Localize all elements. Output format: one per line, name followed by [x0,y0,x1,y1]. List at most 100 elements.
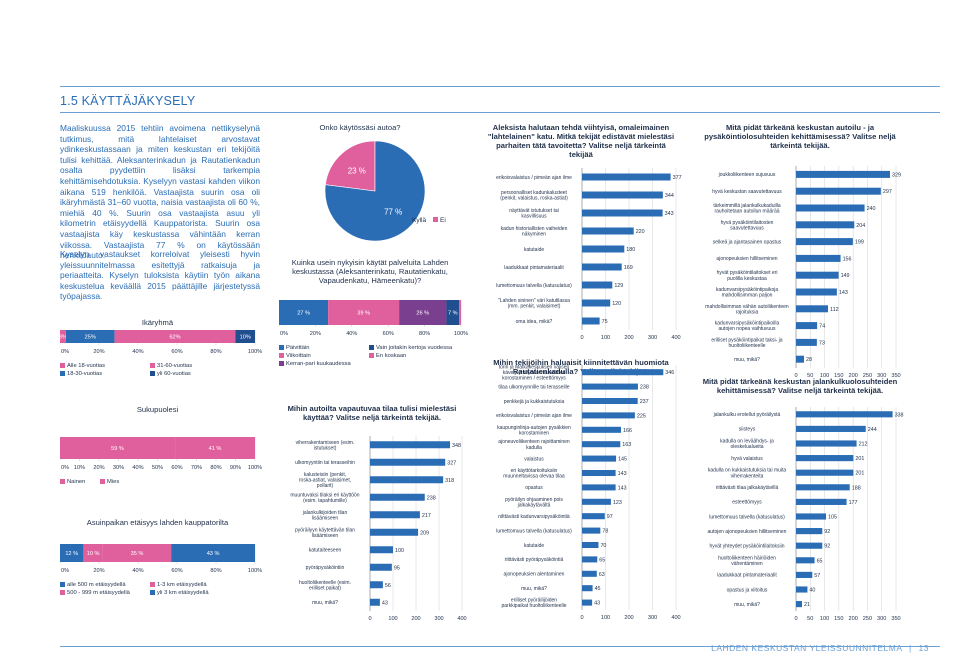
walk_factors-value-label: 201 [855,456,864,462]
atmosphere-tick-label: 300 [648,335,657,341]
cyclist-bar-15 [582,585,593,592]
distance-legend-item: alle 500 m etäisyydellä [60,582,126,588]
legend-swatch [100,479,105,484]
legend-label: 1-3 km etäisyydellä [157,582,207,589]
legend-label: yli 60-vuotias [157,371,191,378]
gender-tick-label: 70% [191,465,202,471]
free_time-category-label: kalusteisiin (penkit, roska-astiat, valai… [299,472,351,489]
car_factors-category-label: kadunvarsipysäköintipaikoilla autojen nop… [715,321,780,333]
walk_factors-category-label: hyvä valaistus [731,456,763,462]
walk_factors-value-label: 188 [852,485,861,491]
walk_factors-value-label: 244 [868,427,877,433]
gender-tick-label: 20% [93,465,104,471]
free_time-tick-label: 300 [434,616,443,622]
age-legend-item: yli 60-vuotias [150,371,191,377]
cyclist-tick-label: 400 [671,615,680,621]
legend-swatch [60,582,65,587]
walk_factors-bar-2 [796,440,857,447]
frequency-segment-4 [459,300,461,325]
atmosphere-value-label: 377 [673,175,682,181]
atmosphere-value-label: 169 [624,265,633,271]
free_time-tick-label: 400 [457,616,466,622]
frequency-segment-label: 26 % [416,311,429,317]
cyclist-category-label: tilaa ulkomyynnille tai terasseille [498,384,569,390]
free_time-category-label: jalankulkijoiden tilan lisäämiseen [302,510,348,522]
walk_factors-value-label: 92 [824,529,830,535]
walk_factors-bar-12 [796,586,808,593]
free_time-bar-2 [370,476,444,484]
gender-tick-label: 30% [113,465,124,471]
cyclist-tick-label: 300 [648,615,657,621]
atmosphere-value-label: 75 [602,319,608,325]
frequency-tick-label: 80% [419,331,430,337]
top-rule [60,86,940,87]
walk_factors-value-label: 201 [855,471,864,477]
atmosphere-tick-label: 200 [624,335,633,341]
car_factors-chart-title: Mitä pidät tärkeänä keskustan autoilu - … [704,123,896,150]
walk_factors-value-label: 65 [817,558,823,564]
pie-slice-1 [325,140,376,192]
cyclist-category-label: riittävästi pyöräpysäköintiä [505,557,564,563]
legend-swatch [60,479,65,484]
cyclist-value-label: 143 [618,471,627,477]
car_factors-bar-10 [796,338,817,346]
legend-label: Kerran-pari kuukaudessa [286,361,351,368]
walk_factors-tick-label: 150 [834,616,843,622]
free_time-bar-3 [370,493,425,501]
cyclist-value-label: 225 [637,413,646,419]
age-tick-label: 80% [210,349,221,355]
cyclist-value-label: 123 [613,500,622,506]
car_factors-bar-chart: 0 50 100 150 200 250 300 350 329 joukkoliikenteen… [705,166,901,379]
cyclist-bar-10 [582,513,605,520]
walk_factors-bar-0 [796,411,893,418]
cyclist-category-label: valaistus [524,456,544,462]
atmosphere-bar-chart: 0 100 200 300 400 377 erikoisvalaistus / pimeä… [496,168,682,341]
car_factors-tick-label: 150 [834,373,843,379]
cyclist-bar-9 [582,498,611,505]
cyclist-bar-11 [582,527,601,534]
age-segment-label: 3% [60,335,67,341]
age-tick-label: 20% [93,349,104,355]
cyclist-value-label: 65 [599,557,605,563]
frequency-legend-item: Kerran-pari kuukaudessa [279,361,351,367]
car_factors-value-label: 240 [867,206,876,212]
atmosphere-category-label: laadukkaat pintamateriaalit [504,265,564,271]
distance-legend-item: 500 - 999 m etäisyydellä [60,590,130,596]
cyclist-bar-6 [582,455,617,462]
pie-slice-label: 77 % [384,208,402,217]
free_time-category-label: pyöräilyyn käytettävän tilan lisäämiseen [295,527,355,539]
car_factors-value-label: 297 [883,189,892,195]
gender-tick-label: 100% [248,465,262,471]
age-segment-label: 10% [240,335,251,341]
cyclist-bar-chart: 0 100 200 300 400 346 torin ja Matkakeskuksen … [496,365,681,621]
cyclist-category-label: muu, mikä? [521,586,547,592]
free_time-bar-5 [370,528,419,536]
walk_factors-bar-4 [796,469,854,476]
frequency-segment-0 [279,300,329,325]
age-tick-label: 40% [132,349,143,355]
free_time-bar-7 [370,563,392,571]
car_factors-bar-5 [796,254,841,262]
age-chart-title: Ikäryhmä [141,318,174,327]
car_factors-value-label: 143 [839,290,848,296]
gender-tick-label: 0% [61,465,69,471]
walk_factors-tick-label: 50 [807,616,813,622]
atmosphere-bar-7 [582,299,611,307]
free_time-category-label: muu, mikä? [312,600,338,606]
age-segment-label: 62% [169,335,180,341]
car-pie-chart: 23 % 77 % Kyllä Ei [324,140,446,242]
walk_factors-value-label: 212 [859,442,868,448]
age-tick-label: 100% [248,349,262,355]
age-segment-0 [60,330,66,343]
car_factors-value-label: 149 [841,273,850,279]
legend-swatch [279,353,284,358]
free_time-category-label: pyöräpysäköintiin [306,565,345,571]
walk_factors-category-label: kadulla on leväähdys- ja oleskelualueita [720,439,774,451]
walk_factors-tick-label: 250 [863,616,872,622]
legend-label: alle 500 m etäisyydellä [67,582,126,589]
cyclist-value-label: 237 [640,399,649,405]
car_factors-category-label: selkeä ja ajantasainen opastus [713,239,782,245]
atmosphere-bar-0 [582,173,671,181]
car_factors-bar-7 [796,288,837,296]
distance-tick-label: 0% [61,568,69,574]
